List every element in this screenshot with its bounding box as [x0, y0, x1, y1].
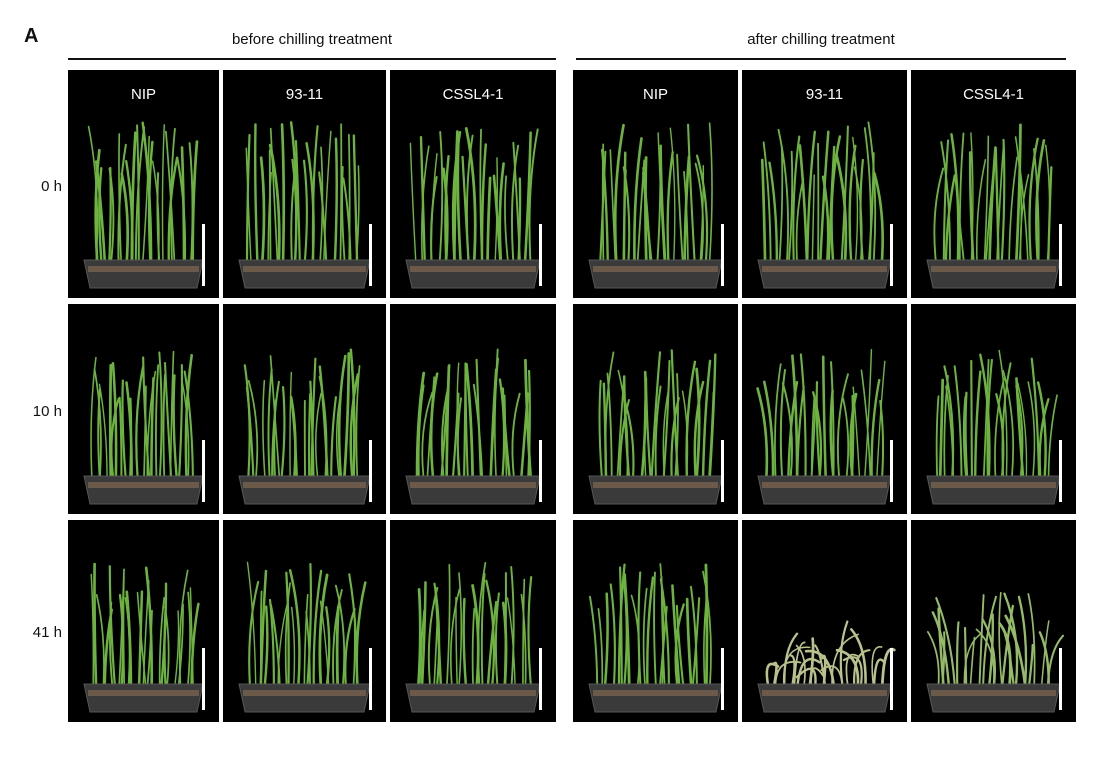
- photo-after-2-2: [911, 520, 1076, 722]
- scale-bar: [202, 440, 205, 502]
- photo-after-2-0: [573, 520, 738, 722]
- column-label-after-1: 93-11: [805, 86, 844, 103]
- photo-before-1-0: [68, 304, 219, 514]
- plant-photo-illustration: [926, 591, 1064, 713]
- scale-bar: [539, 440, 542, 502]
- panel-letter: A: [24, 25, 39, 47]
- group-rule-before: [68, 58, 556, 60]
- scale-bar: [202, 648, 205, 710]
- photo-before-0-0: NIP: [68, 70, 219, 298]
- plant-photo-illustration: [588, 563, 723, 713]
- group-title-after: after chilling treatment: [747, 31, 895, 48]
- plant-photo-illustration: [926, 123, 1061, 289]
- row-label-0h: 0 h: [41, 178, 62, 195]
- plant-photo-illustration: [83, 350, 204, 505]
- plant-photo-illustration: [238, 561, 371, 713]
- scale-bar: [1059, 224, 1062, 286]
- plant-photo-illustration: [238, 348, 371, 505]
- row-label-41h: 41 h: [32, 624, 62, 641]
- photo-before-2-2: [390, 520, 556, 722]
- scale-bar: [721, 440, 724, 502]
- scale-bar: [721, 224, 724, 286]
- group-rule-after: [576, 58, 1066, 60]
- column-label-before-2: CSSL4-1: [442, 86, 504, 103]
- plant-photo-illustration: [83, 121, 204, 289]
- scale-bar: [721, 648, 724, 710]
- photo-after-1-2: [911, 304, 1076, 514]
- plant-photo-illustration: [405, 127, 541, 289]
- column-label-before-0: NIP: [130, 86, 156, 103]
- column-label-after-2: CSSL4-1: [963, 86, 1024, 103]
- group-title-before: before chilling treatment: [231, 31, 393, 48]
- column-label-after-0: NIP: [642, 86, 668, 103]
- plant-photo-illustration: [926, 349, 1061, 505]
- photo-after-0-2: CSSL4-1: [911, 70, 1076, 298]
- plant-photo-illustration: [405, 561, 541, 713]
- column-label-before-1: 93-11: [285, 86, 324, 103]
- plant-photo-illustration: [405, 348, 541, 505]
- plant-photo-illustration: [238, 121, 371, 289]
- scale-bar: [369, 440, 372, 502]
- scale-bar: [539, 224, 542, 286]
- plant-photo-illustration: [588, 349, 723, 505]
- photo-before-1-2: [390, 304, 556, 514]
- plant-photo-illustration: [588, 122, 723, 289]
- plant-photo-illustration: [757, 121, 892, 289]
- photo-after-0-1: 93-11: [742, 70, 907, 298]
- plant-photo-illustration: [757, 620, 896, 713]
- scale-bar: [1059, 440, 1062, 502]
- photo-before-2-0: [68, 520, 219, 722]
- scale-bar: [890, 648, 893, 710]
- scale-bar: [202, 224, 205, 286]
- scale-bar: [369, 224, 372, 286]
- row-label-10h: 10 h: [32, 403, 62, 420]
- photo-before-1-1: [223, 304, 386, 514]
- photo-after-0-0: NIP: [573, 70, 738, 298]
- photo-after-1-0: [573, 304, 738, 514]
- plant-photo-illustration: [756, 348, 892, 505]
- scale-bar: [369, 648, 372, 710]
- plant-photo-illustration: [83, 562, 204, 713]
- scale-bar: [539, 648, 542, 710]
- photo-after-2-1: [742, 520, 907, 722]
- photo-before-2-1: [223, 520, 386, 722]
- scale-bar: [1059, 648, 1062, 710]
- scale-bar: [890, 440, 893, 502]
- scale-bar: [890, 224, 893, 286]
- photo-before-0-2: CSSL4-1: [390, 70, 556, 298]
- photo-after-1-1: [742, 304, 907, 514]
- photo-before-0-1: 93-11: [223, 70, 386, 298]
